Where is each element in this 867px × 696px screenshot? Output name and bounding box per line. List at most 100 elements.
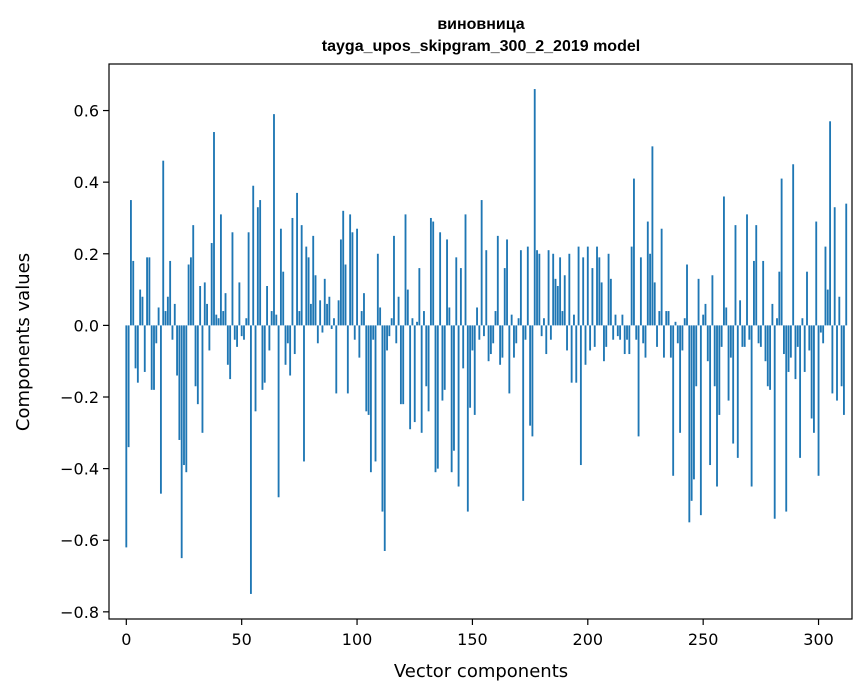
bar-241 [681,325,684,351]
bar-154 [480,200,483,326]
bar-63 [270,311,273,326]
bar-196 [577,246,580,326]
bar-310 [840,325,843,387]
bar-224 [642,325,645,344]
bar-101 [358,325,361,358]
bar-242 [683,318,686,326]
bar-266 [739,300,742,326]
bar-1 [127,325,130,448]
bar-110 [379,307,382,326]
bar-231 [658,311,661,326]
bar-123 [409,325,412,430]
bar-245 [690,325,693,501]
bar-26 [185,325,188,473]
bar-98 [351,232,354,326]
bar-250 [702,314,705,326]
bar-211 [612,325,615,340]
bar-306 [831,325,834,394]
bar-274 [757,325,760,344]
bar-39 [215,314,218,326]
bar-117 [395,325,398,344]
bar-255 [713,325,716,387]
bar-71 [289,325,292,376]
bar-295 [806,271,808,326]
bar-114 [388,325,391,337]
bar-54 [249,325,252,594]
bar-311 [843,325,845,415]
bar-174 [526,246,529,326]
bar-218 [628,325,631,355]
bar-164 [503,268,506,326]
bar-76 [300,225,303,326]
bar-177 [533,89,536,326]
bar-124 [411,318,414,326]
bar-53 [247,232,250,326]
bar-112 [383,325,386,551]
bar-285 [783,325,785,355]
bar-94 [342,210,345,326]
bar-49 [238,282,241,326]
bar-284 [780,178,783,326]
bar-24 [180,325,183,559]
bar-121 [404,214,407,326]
bar-167 [510,314,513,326]
bar-104 [365,325,368,412]
bar-194 [573,314,575,326]
bar-304 [826,289,829,326]
bar-251 [704,303,707,326]
bar-31 [196,325,199,405]
bar-201 [589,325,592,351]
bar-42 [222,311,225,326]
bar-220 [633,178,635,326]
bar-181 [543,318,545,326]
bar-6 [139,289,142,326]
y-tick-label: 0.2 [74,245,99,264]
bar-225 [644,325,647,358]
bar-298 [813,325,815,433]
bar-212 [614,314,617,326]
bar-279 [769,325,772,390]
bar-120 [402,325,405,405]
bar-236 [669,325,672,358]
bar-126 [416,321,418,326]
bar-13 [155,325,158,344]
bar-27 [187,264,190,326]
bar-270 [748,325,751,340]
bar-52 [245,318,248,326]
bar-45 [229,325,232,380]
bar-69 [284,325,287,365]
bar-233 [663,325,665,358]
bar-169 [515,325,518,344]
bar-143 [455,257,458,326]
bar-271 [750,325,753,487]
bar-151 [473,325,476,415]
bar-50 [240,325,243,337]
bar-140 [448,307,451,326]
bar-138 [443,325,446,390]
bar-214 [619,325,622,340]
y-tick-label: 0.0 [74,316,99,335]
bar-276 [762,260,765,326]
bar-82 [314,275,317,326]
bar-222 [637,325,640,437]
bar-35 [206,303,208,326]
bar-106 [369,325,372,473]
bar-292 [799,325,802,458]
bar-125 [413,325,416,423]
bar-87 [326,303,328,326]
bar-204 [596,246,598,326]
bar-264 [734,225,737,326]
bar-198 [582,257,585,326]
bar-289 [792,164,795,326]
bar-89 [330,325,333,329]
bar-141 [450,325,453,473]
bar-97 [349,214,352,326]
bar-184 [549,325,552,340]
bar-51 [243,325,245,340]
bar-156 [485,250,488,326]
y-tick-label: 0.4 [74,173,99,192]
bar-286 [785,325,788,512]
y-tick-label: −0.8 [60,603,99,622]
x-tick-label: 200 [573,630,604,649]
bar-81 [312,235,315,326]
